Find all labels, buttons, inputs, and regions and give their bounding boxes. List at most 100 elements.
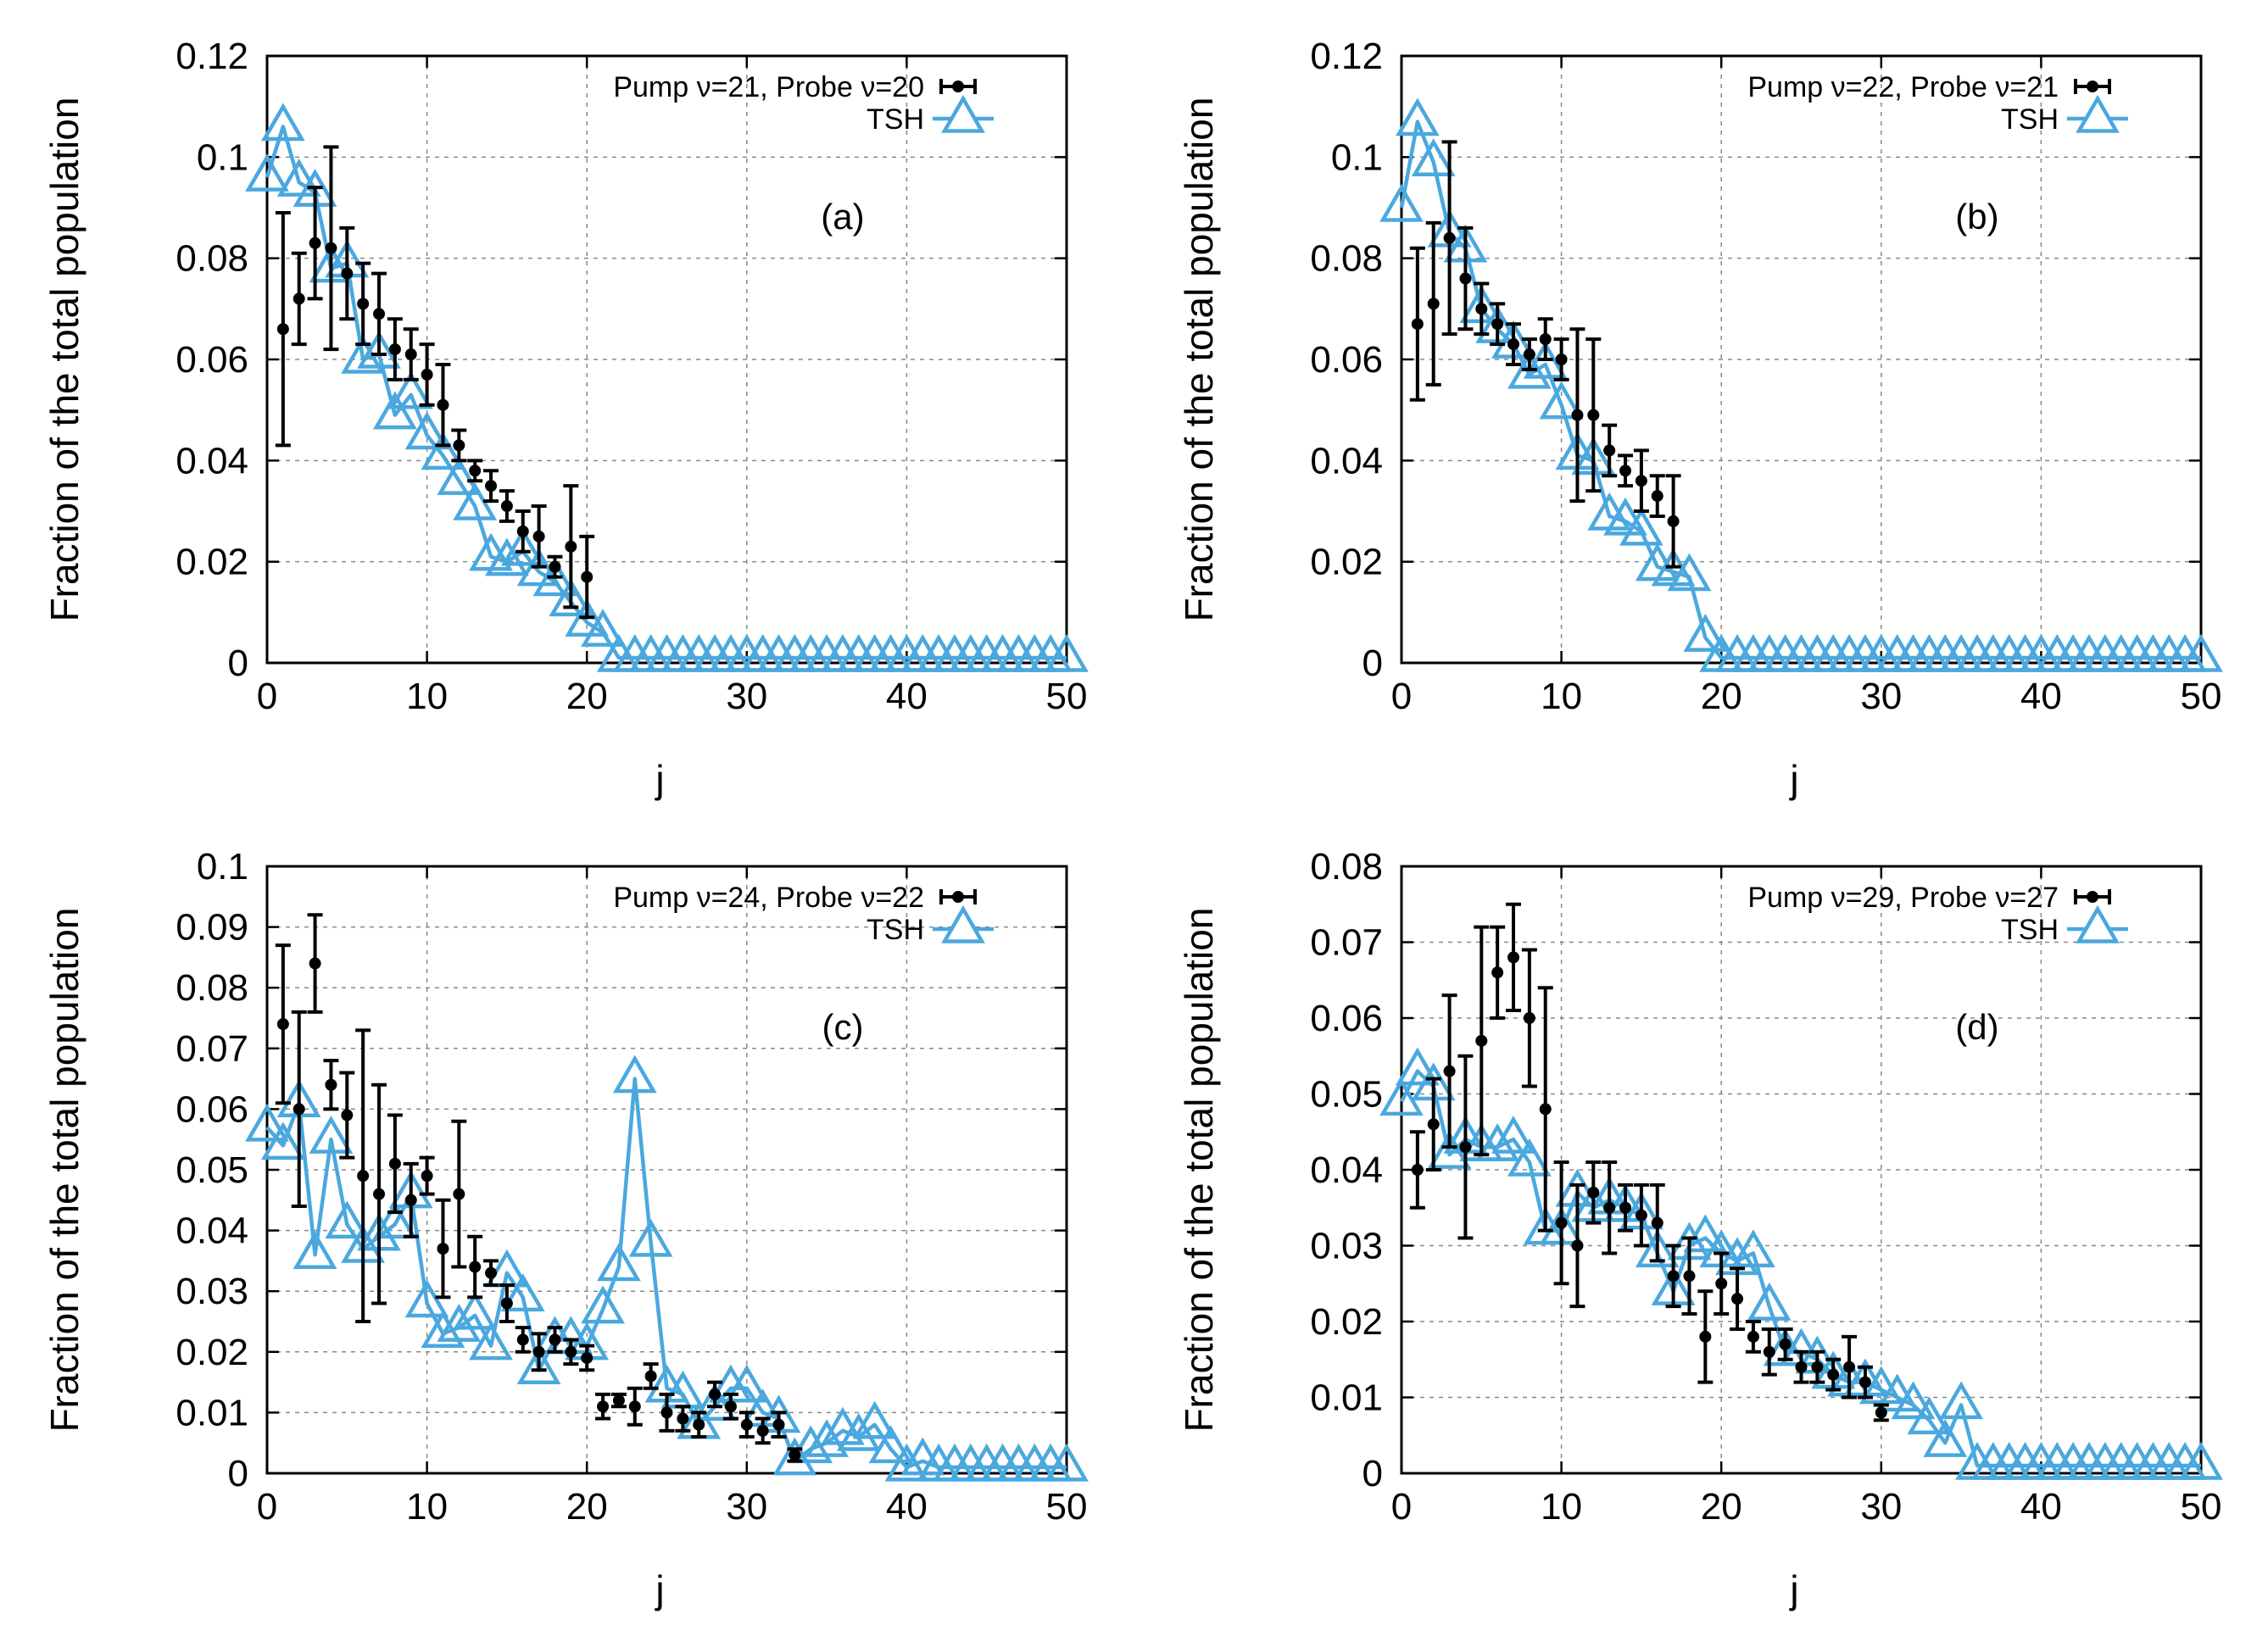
exp-point [787,1447,803,1463]
data-point [293,1103,305,1116]
legend-exp-marker [952,81,964,92]
data-point [549,560,561,573]
exp-point [467,1234,483,1299]
data-point [789,1449,801,1461]
data-point [500,1297,513,1310]
exp-point [1474,281,1490,337]
x-tick-label: 10 [1541,676,1582,717]
exp-point [1697,1289,1714,1384]
y-tick-label: 0.07 [176,1028,248,1070]
tsh-marker [469,1322,513,1361]
exp-point [1585,337,1602,493]
tsh-marker [1379,183,1424,222]
data-point [724,1400,737,1413]
exp-point [1569,327,1585,504]
legend-tsh-marker [2076,94,2120,133]
data-point [1858,1376,1871,1388]
exp-point [1457,1054,1474,1240]
tsh-marker [628,1218,673,1257]
exp-point [1409,246,1425,402]
data-point [581,1351,593,1364]
exp-point [1521,337,1537,371]
x-axis-title: j [654,1567,664,1611]
exp-point [755,1416,771,1445]
data-point [309,957,321,970]
tsh-marker [1907,1396,1952,1435]
exp-point [1506,902,1522,1013]
exp-point [1825,1357,1842,1392]
data-point [1411,318,1424,331]
data-point [1763,1345,1775,1358]
exp-point [1618,454,1634,488]
data-point [1795,1361,1808,1373]
data-point [644,1370,657,1383]
y-tick-label: 0 [1362,643,1383,684]
legend-exp-marker [952,891,964,903]
data-point [1539,1103,1552,1116]
tsh-marker [372,391,417,430]
exp-point [1506,322,1522,366]
exp-point [435,362,451,448]
data-point [1443,231,1456,244]
panel-c: 0 10 20 30 40 50 0 0.01 0.02 0.03 0.04 0.05 0.06 0.07… [0,810,1134,1621]
y-tick-label: 0.04 [176,1210,248,1252]
data-point [1491,318,1504,331]
y-tick-label: 0 [228,643,248,684]
exp-point [499,1283,515,1323]
exp-point [275,943,291,1105]
exp-point [531,504,547,569]
exp-point [1569,1183,1585,1309]
exp-point [1681,1236,1697,1316]
data-point [453,439,465,452]
y-tick-label: 0.1 [197,136,248,178]
tsh-marker [1045,1443,1089,1482]
y-tick-label: 0 [228,1453,248,1494]
data-point [1827,1368,1840,1381]
y-tick-label: 0.12 [176,36,248,77]
data-point [1651,1216,1663,1229]
data-point [1507,951,1520,964]
exp-point [627,1386,643,1427]
exp-point [419,342,435,407]
exp-point [1745,1320,1761,1354]
chart-3: 0 10 20 30 40 50 0 0.01 0.02 0.03 0.04 0.05 0.06 0.07… [1177,846,2223,1611]
legend-tsh-label: TSH [867,914,924,946]
data-point [581,570,593,583]
tsh-marker [2179,633,2223,672]
tsh-series [1379,97,2223,672]
tsh-marker [1683,614,1728,652]
tsh-marker [1635,1229,1680,1268]
data-point [1523,348,1535,361]
exp-point [1857,1365,1873,1400]
exp-point [371,1082,387,1305]
panel-label: (c) [822,1007,863,1047]
legend-tsh-marker [2076,904,2120,943]
data-point [628,1400,641,1413]
data-point [1507,338,1520,351]
data-point [660,1406,673,1419]
exp-point [643,1362,659,1390]
x-tick-label: 20 [566,1486,608,1528]
chart-1: 0 10 20 30 40 50 0 0.02 0.04 0.06 0.08 0.1 0.12 j Frac… [1177,36,2223,801]
data-point [485,1266,498,1279]
tsh-marker [388,370,433,409]
data-point [469,465,482,477]
data-point [565,540,577,553]
y-tick-label: 0.02 [1310,542,1383,583]
x-axis-title: j [1788,1567,1798,1611]
data-point [1587,409,1600,421]
data-point [1523,1012,1535,1024]
tsh-marker [357,330,401,369]
tsh-marker [581,609,625,647]
tsh-marker [836,1412,881,1451]
exp-point [1490,302,1506,347]
legend-tsh-label: TSH [2001,103,2059,136]
data-point [421,368,433,381]
tsh-marker [884,1443,929,1482]
exp-point [515,509,531,554]
x-tick-label: 10 [406,1486,448,1528]
y-tick-label: 0.04 [1310,440,1383,481]
tsh-marker [1667,553,1712,592]
tsh-marker [597,1243,641,1282]
